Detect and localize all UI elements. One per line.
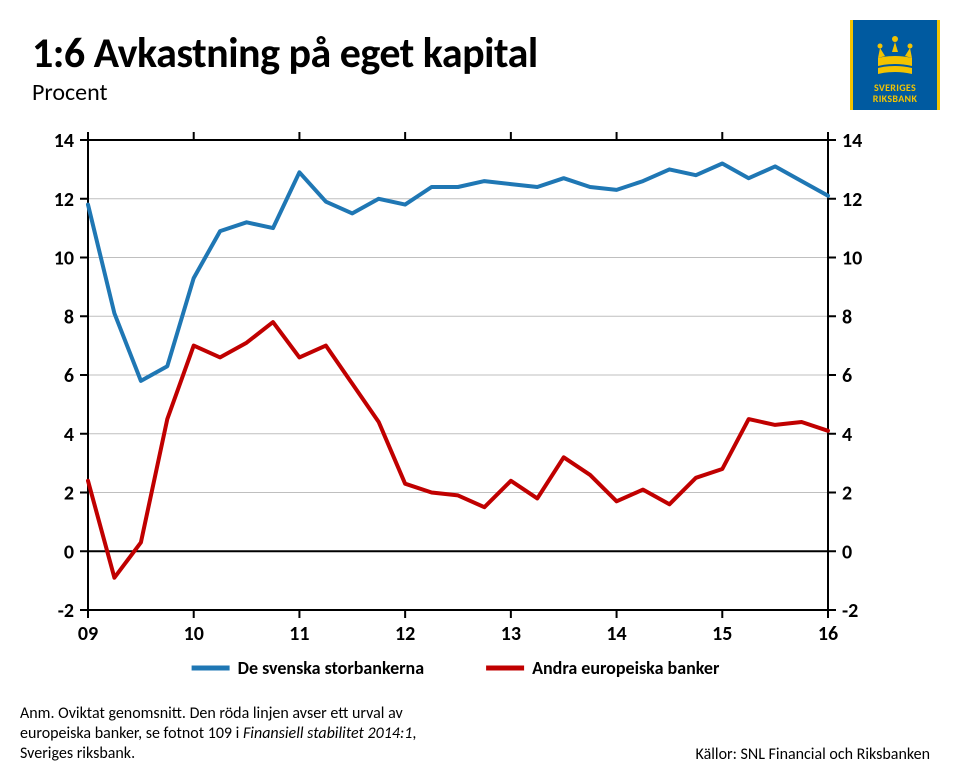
svg-text:10: 10 [842, 247, 862, 271]
note-italic: Finansiell stabilitet 2014:1 [243, 724, 412, 743]
page-title: 1:6 Avkastning på eget kapital [32, 28, 538, 79]
svg-text:4: 4 [64, 423, 74, 447]
svg-text:-2: -2 [842, 599, 858, 623]
svg-text:-2: -2 [58, 599, 74, 623]
svg-text:0: 0 [64, 540, 74, 564]
svg-text:4: 4 [842, 423, 852, 447]
svg-text:0: 0 [842, 540, 852, 564]
crown-icon [870, 34, 920, 80]
svg-text:13: 13 [501, 622, 521, 646]
svg-text:Andra europeiska banker: Andra europeiska banker [532, 657, 720, 679]
svg-text:14: 14 [842, 130, 862, 153]
line-chart: -2 -2 0 0 2 2 4 4 6 6 8 8 10 10 12 12 14 14 09 10 11 12 13 14 15… [38, 130, 878, 690]
svg-text:De svenska storbankerna: De svenska storbankerna [238, 657, 425, 679]
svg-text:10: 10 [184, 622, 204, 646]
svg-text:14: 14 [54, 130, 74, 153]
svg-text:09: 09 [78, 622, 98, 646]
svg-text:12: 12 [395, 622, 415, 646]
svg-text:15: 15 [712, 622, 732, 646]
chart-note: Anm. Oviktat genomsnitt. Den röda linjen… [20, 704, 440, 764]
svg-text:8: 8 [64, 305, 74, 329]
svg-text:2: 2 [64, 482, 74, 506]
svg-text:12: 12 [842, 188, 862, 212]
svg-text:2: 2 [842, 482, 852, 506]
svg-text:6: 6 [64, 364, 74, 388]
page-subtitle: Procent [32, 78, 108, 107]
svg-text:8: 8 [842, 305, 852, 329]
logo-text-2: RIKSBANK [873, 92, 917, 105]
page: 1:6 Avkastning på eget kapital Procent S… [0, 0, 960, 784]
svg-text:14: 14 [606, 622, 626, 646]
svg-text:16: 16 [818, 622, 838, 646]
riksbank-logo: SVERIGES RIKSBANK [850, 20, 940, 110]
chart-source: Källor: SNL Financial och Riksbanken [696, 745, 930, 764]
svg-text:10: 10 [54, 247, 74, 271]
svg-text:6: 6 [842, 364, 852, 388]
svg-text:11: 11 [289, 622, 309, 646]
svg-text:12: 12 [54, 188, 74, 212]
